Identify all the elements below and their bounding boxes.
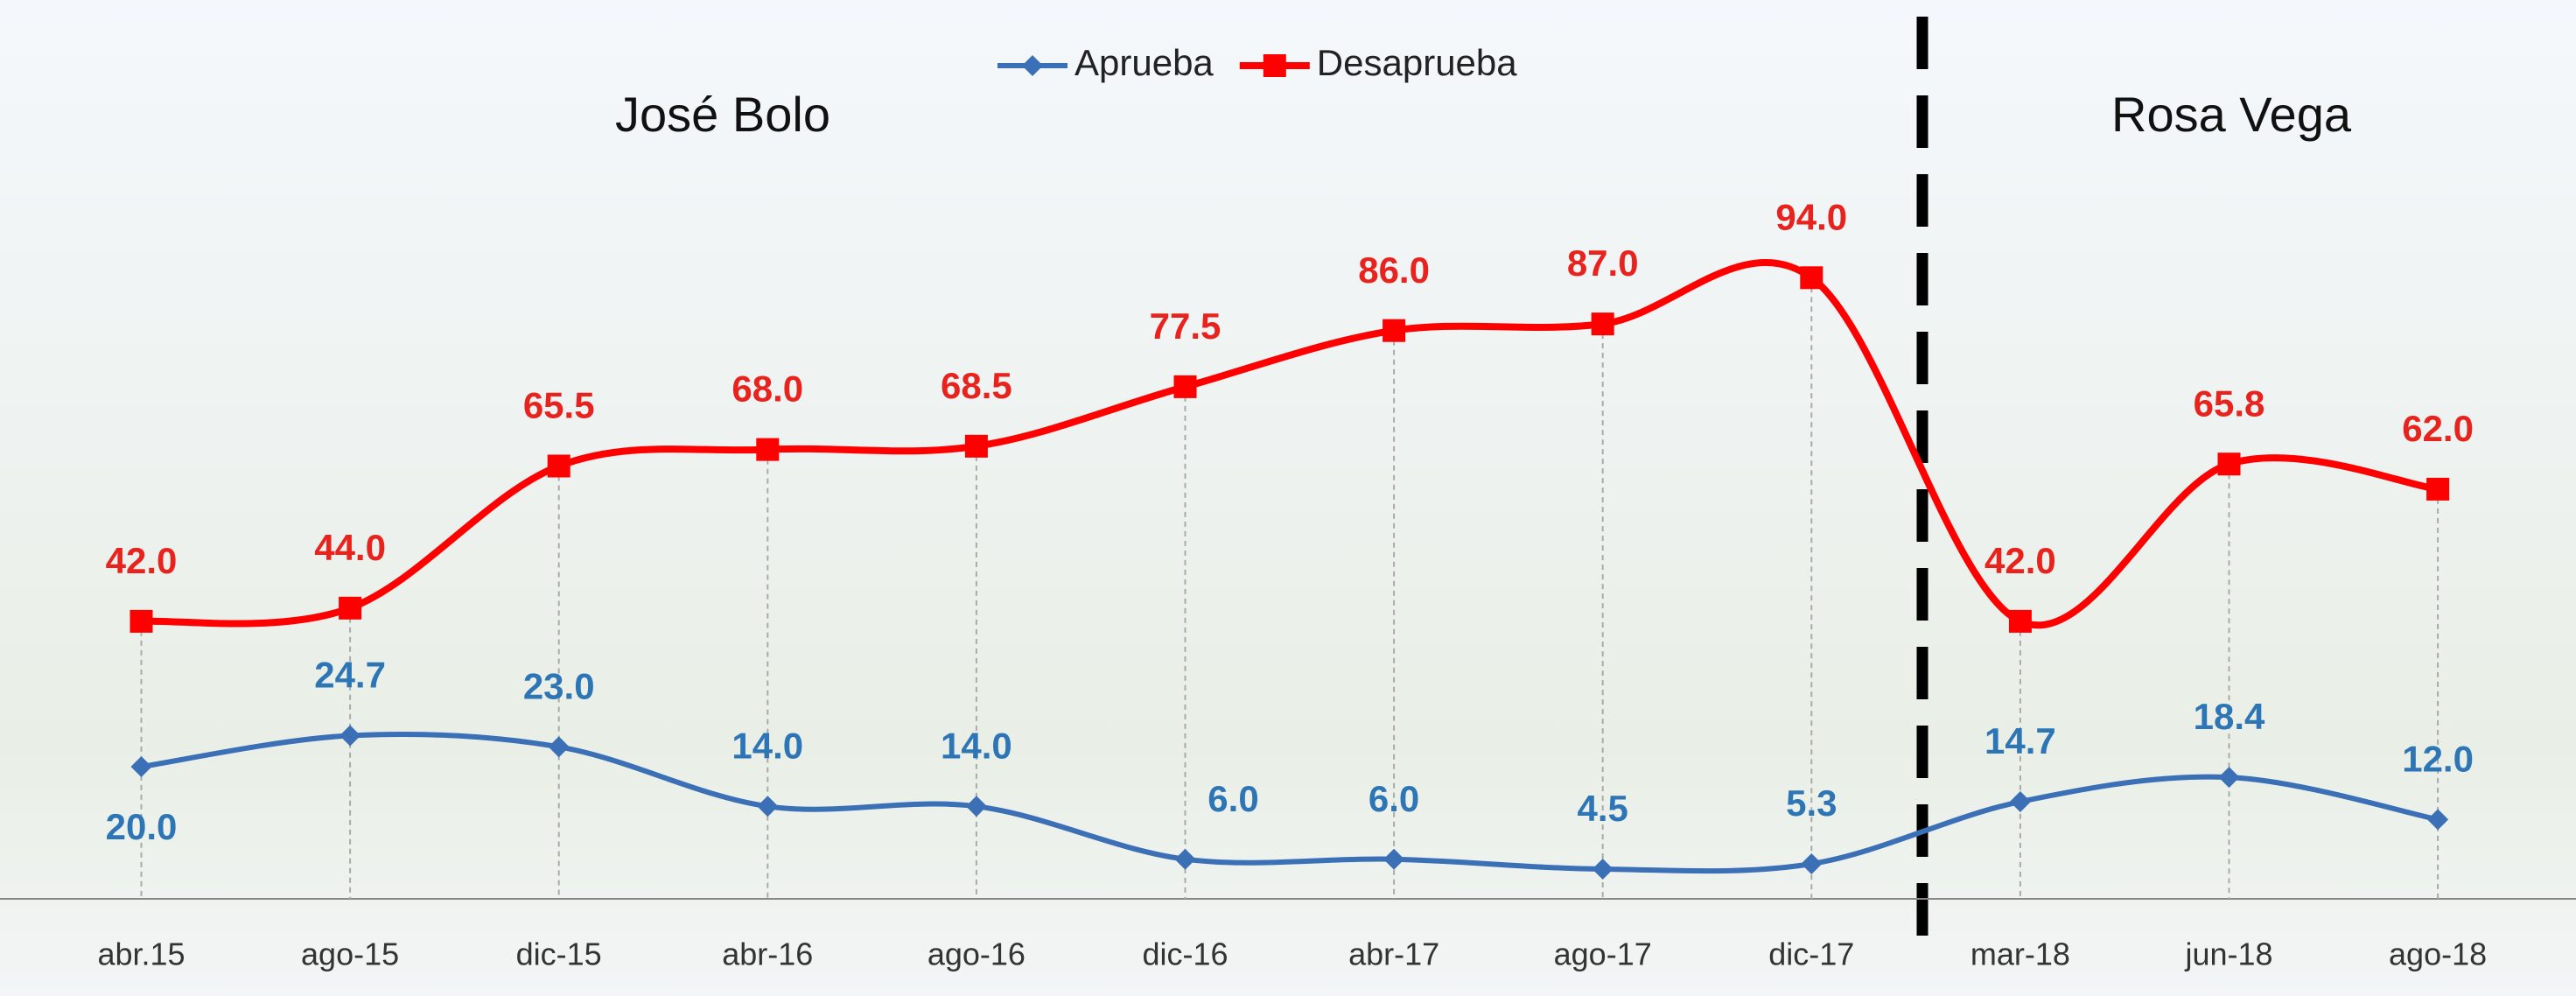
legend-marker [1264, 54, 1286, 77]
data-label: 86.0 [1358, 249, 1430, 291]
x-tick-label: ago-18 [2389, 936, 2487, 972]
marker [2218, 452, 2241, 475]
legend-label: Desaprueba [1317, 42, 1517, 83]
marker [1800, 266, 1823, 289]
marker [1382, 319, 1405, 342]
marker [130, 610, 153, 633]
data-label: 94.0 [1775, 196, 1847, 237]
x-tick-label: dic-15 [516, 936, 602, 972]
data-label: 24.7 [314, 655, 386, 696]
marker [1174, 375, 1197, 398]
data-label: 20.0 [106, 806, 178, 847]
x-tick-label: mar-18 [1970, 936, 2070, 972]
data-label: 65.8 [2194, 382, 2265, 424]
annotation: José Bolo [615, 87, 830, 142]
x-tick-label: abr.15 [97, 936, 185, 972]
x-tick-label: ago-15 [301, 936, 399, 972]
data-label: 62.0 [2402, 408, 2474, 449]
annotation: Rosa Vega [2111, 87, 2352, 142]
marker [1592, 312, 1614, 335]
x-tick-label: ago-17 [1554, 936, 1652, 972]
data-label: 14.0 [941, 725, 1012, 766]
marker [2426, 478, 2449, 501]
data-label: 5.3 [1786, 782, 1837, 824]
data-label: 87.0 [1567, 242, 1639, 284]
data-label: 68.5 [941, 365, 1012, 406]
data-label: 42.0 [1984, 540, 2056, 581]
marker [965, 435, 988, 458]
data-label: 6.0 [1208, 778, 1258, 819]
data-label: 18.4 [2194, 696, 2265, 737]
x-tick-label: dic-17 [1768, 936, 1854, 972]
legend-label: Aprueba [1074, 42, 1214, 83]
data-label: 12.0 [2402, 738, 2474, 779]
data-label: 68.0 [732, 368, 803, 410]
x-tick-label: ago-16 [928, 936, 1026, 972]
x-tick-label: abr-17 [1348, 936, 1439, 972]
data-label: 4.5 [1578, 788, 1628, 829]
data-label: 44.0 [314, 527, 386, 568]
marker [548, 454, 570, 477]
data-label: 14.0 [732, 725, 803, 766]
data-label: 14.7 [1984, 720, 2056, 761]
data-label: 65.5 [523, 385, 595, 426]
x-tick-label: abr-16 [722, 936, 813, 972]
chart: abr.15 ago-15 dic-15 abr-16 ago-16 dic-16 abr-… [0, 0, 2576, 996]
data-label: 6.0 [1368, 778, 1419, 819]
data-label: 42.0 [106, 540, 178, 581]
data-label: 77.5 [1150, 305, 1222, 347]
marker [339, 597, 361, 620]
background [0, 0, 2576, 996]
data-label: 23.0 [523, 665, 595, 706]
x-tick-label: jun-18 [2184, 936, 2272, 972]
x-tick-label: dic-16 [1142, 936, 1228, 972]
marker [2009, 610, 2032, 633]
marker [756, 438, 779, 461]
